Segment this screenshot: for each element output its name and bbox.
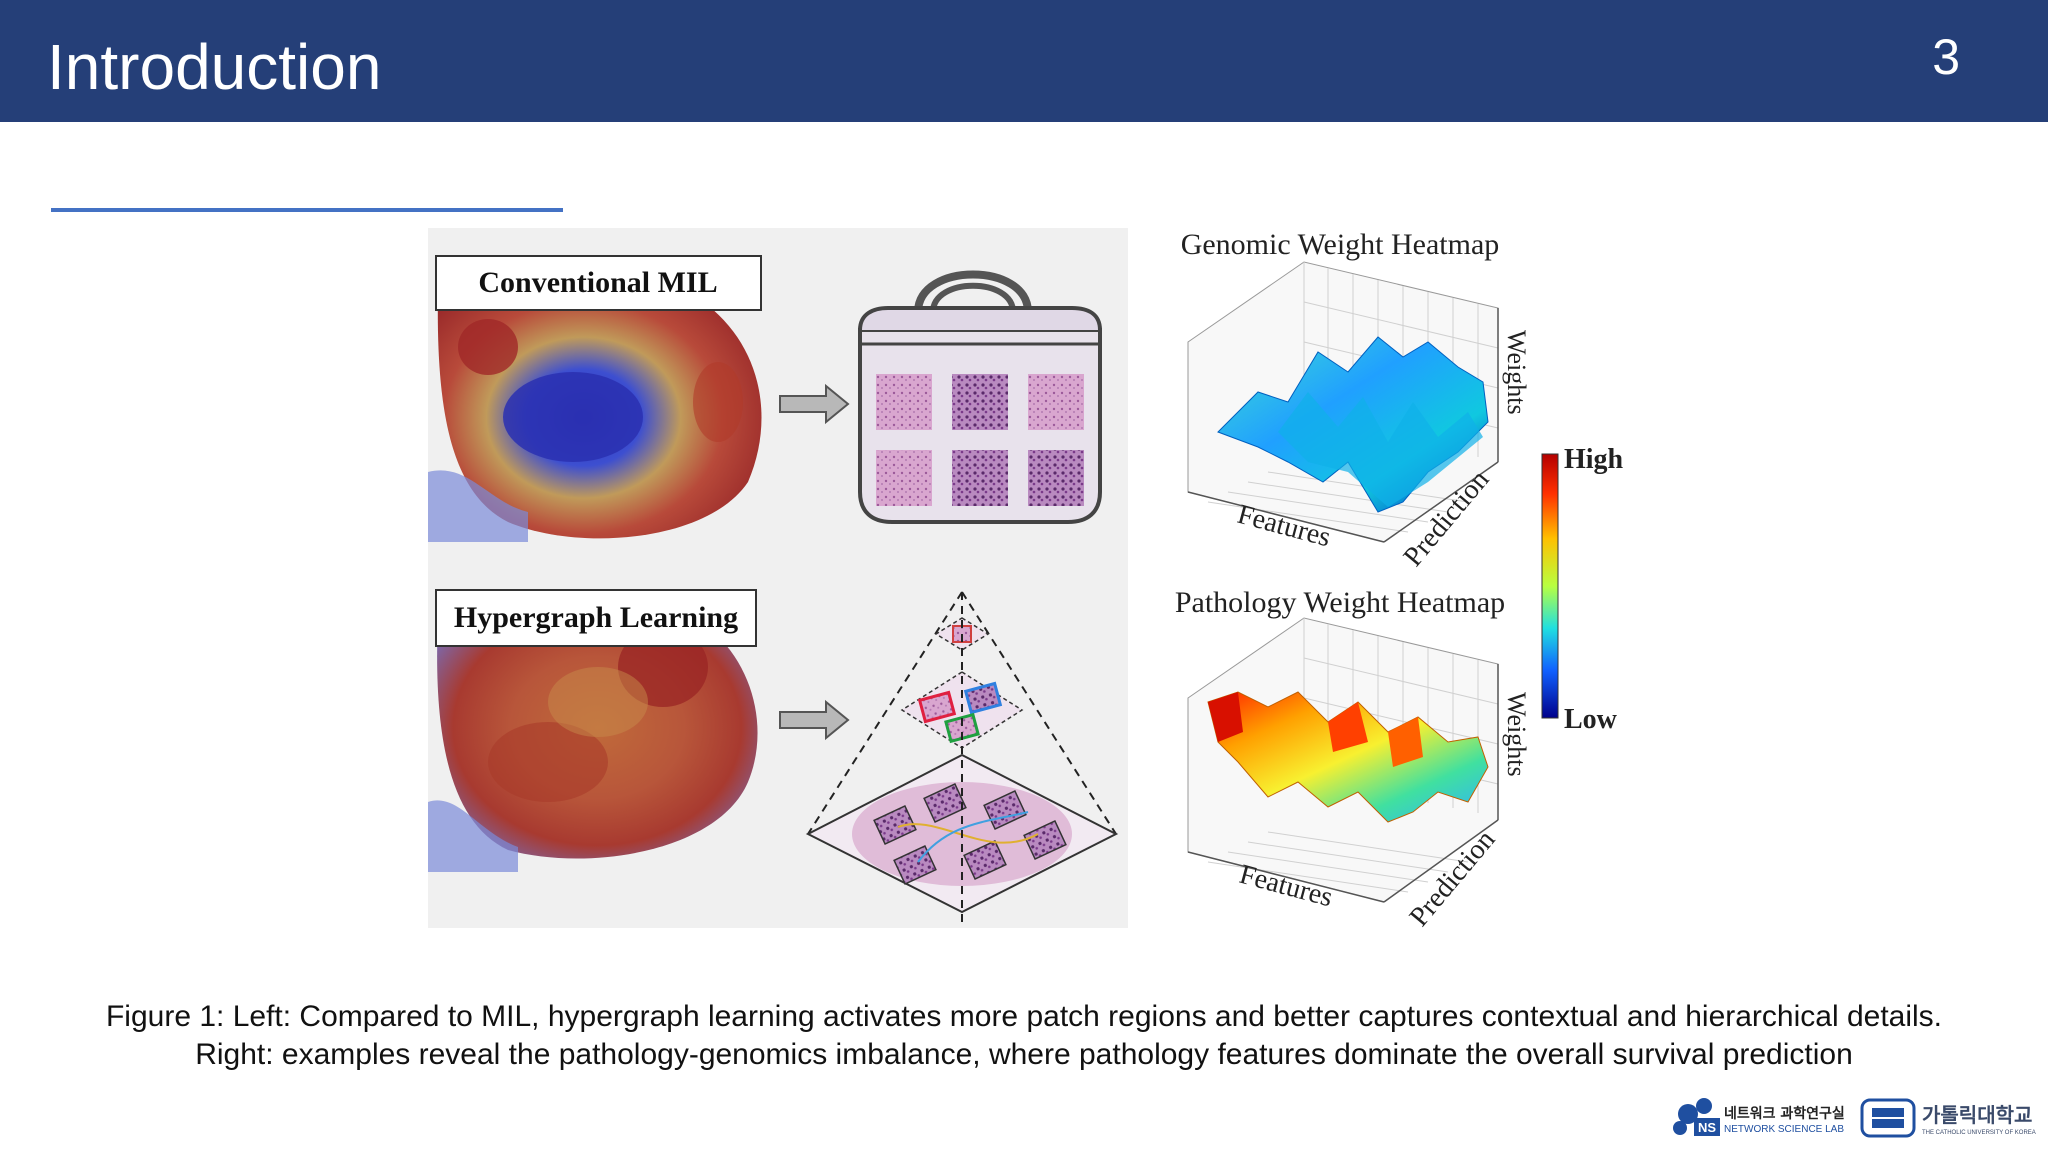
bag-icon bbox=[858, 270, 1102, 524]
pathology-heatmap-title: Pathology Weight Heatmap bbox=[1175, 586, 1505, 619]
wsi-heatmap-conventional bbox=[428, 269, 762, 542]
label-box-hypergraph: Hypergraph Learning bbox=[435, 589, 757, 647]
page-number: 3 bbox=[1932, 29, 1960, 85]
conventional-mil-label: Conventional MIL bbox=[478, 266, 717, 299]
colorbar-low-label: Low bbox=[1564, 704, 1618, 735]
axis-weights-pathology: Weights bbox=[1502, 692, 1531, 777]
hypergraph-pyramid-icon bbox=[805, 591, 1119, 922]
arrow-right-icon bbox=[779, 383, 850, 425]
wsi-heatmap-hypergraph bbox=[428, 596, 758, 872]
figure-caption: Figure 1: Left: Compared to MIL, hypergr… bbox=[0, 998, 2048, 1074]
accent-line bbox=[51, 208, 563, 212]
colorbar-high-label: High bbox=[1564, 444, 1624, 475]
arrow-right-icon bbox=[779, 699, 850, 741]
figure-1: Conventional MIL Hypergraph Learning bbox=[428, 228, 1624, 932]
hypergraph-learning-label: Hypergraph Learning bbox=[454, 601, 738, 634]
caption-line-2: Right: examples reveal the pathology-gen… bbox=[195, 1038, 1853, 1071]
caption-line-1: Figure 1: Left: Compared to MIL, hypergr… bbox=[105, 1000, 1943, 1033]
header-bar: Introduction 3 bbox=[0, 0, 2048, 122]
lab-logo-text-kr: 네트워크 과학연구실 bbox=[1724, 1106, 1845, 1122]
genomic-heatmap-title: Genomic Weight Heatmap bbox=[1181, 228, 1500, 261]
pathology-3d-plot: Weights Features Prediction bbox=[1187, 617, 1531, 932]
lab-logo-badge: NS bbox=[1698, 1120, 1716, 1135]
slide-title: Introduction bbox=[47, 31, 382, 103]
univ-logo-text-kr: 가톨릭대학교 bbox=[1922, 1103, 2032, 1127]
genomic-3d-plot: Weights Features Prediction bbox=[1187, 261, 1531, 572]
axis-weights-genomic: Weights bbox=[1502, 330, 1531, 415]
colorbar: High Low bbox=[1541, 444, 1624, 735]
label-box-conventional: Conventional MIL bbox=[435, 255, 762, 311]
lab-logo-text-en: NETWORK SCIENCE LAB bbox=[1724, 1124, 1844, 1135]
univ-logo-text-en: THE CATHOLIC UNIVERSITY OF KOREA bbox=[1922, 1130, 2036, 1136]
network-science-lab-logo: NS 네트워크 과학연구실 NETWORK SCIENCE LAB bbox=[1673, 1098, 1845, 1136]
catholic-university-logo: 가톨릭대학교 THE CATHOLIC UNIVERSITY OF KOREA bbox=[1860, 1098, 2036, 1138]
footer-logos: NS 네트워크 과학연구실 NETWORK SCIENCE LAB 가톨릭대학교… bbox=[1673, 1098, 2036, 1138]
